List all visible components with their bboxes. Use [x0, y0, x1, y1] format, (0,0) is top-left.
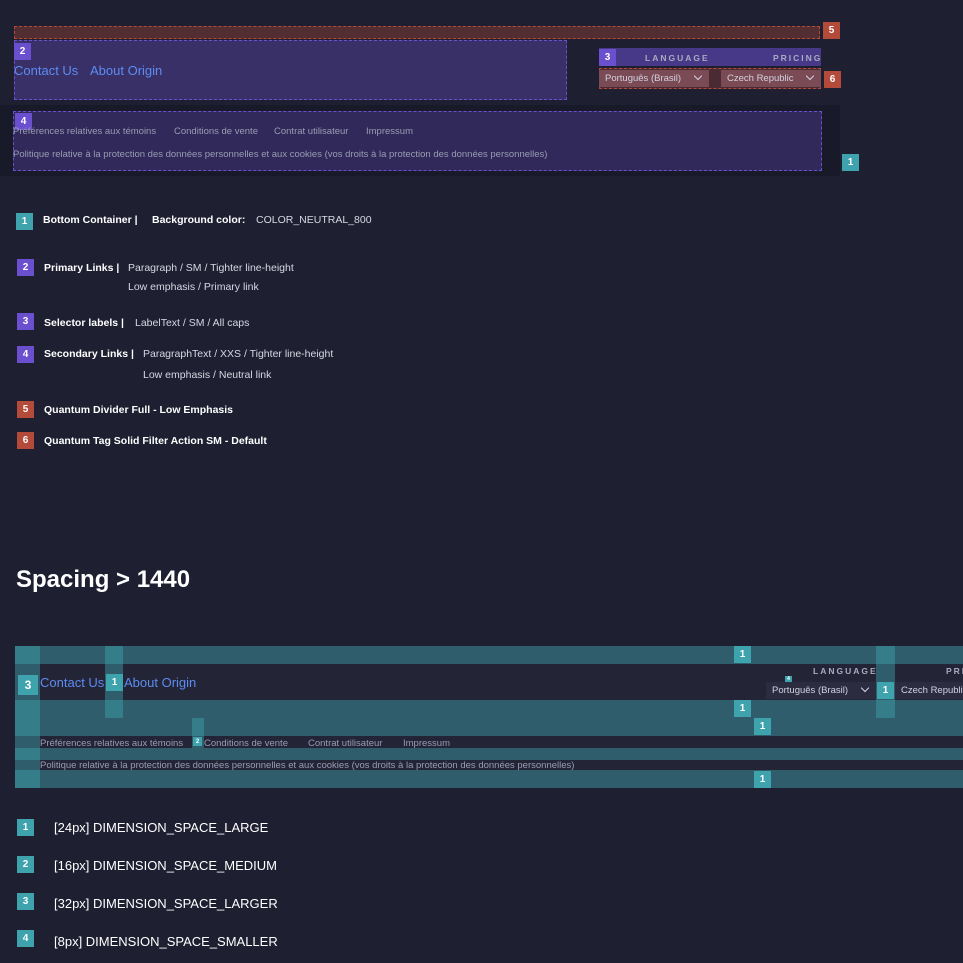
spacing-secondary-link-impressum[interactable]: Impressum	[403, 738, 450, 749]
spacing-legend-badge-1: 1	[17, 819, 34, 836]
chevron-down-icon	[805, 71, 815, 81]
space-marker-1-link: 1	[106, 674, 123, 691]
space-marker-1-bottom: 1	[754, 771, 771, 788]
legend-title-4: Secondary Links |	[44, 348, 134, 360]
spacing-pricing-label: PRI	[946, 666, 963, 676]
legend-text-2b: Low emphasis / Primary link	[128, 281, 259, 293]
spacing-secondary-link-cookies[interactable]: Préférences relatives aux témoins	[40, 738, 184, 749]
secondary-link-impressum[interactable]: Impressum	[366, 126, 413, 137]
pricing-selector[interactable]: Czech Republic	[721, 70, 821, 87]
spacing-language-selector[interactable]: Português (Brasil)	[766, 682, 876, 699]
space-band-mid	[15, 700, 963, 718]
bottom-container	[0, 105, 840, 176]
space-marker-4: 4	[785, 676, 792, 682]
spacing-pricing-selector[interactable]: Czech Republi	[895, 682, 963, 699]
badge-1: 1	[842, 154, 859, 171]
divider-highlight	[14, 26, 820, 39]
primary-links-highlight	[14, 40, 567, 100]
badge-5: 5	[823, 22, 840, 39]
spacing-contact-us-link[interactable]: Contact Us	[40, 675, 105, 690]
spacing-legend-badge-3: 3	[17, 893, 34, 910]
spacing-about-origin-link[interactable]: About Origin	[124, 675, 197, 690]
space-marker-1-sec: 1	[754, 718, 771, 735]
legend-sub-1: Background color:	[152, 214, 246, 226]
legend-text-1: COLOR_NEUTRAL_800	[256, 214, 372, 226]
legend-title-3: Selector labels |	[44, 317, 124, 329]
space-marker-1-top: 1	[734, 646, 751, 663]
pricing-selector-value: Czech Republic	[727, 73, 794, 84]
legend-text-4b: Low emphasis / Neutral link	[143, 369, 272, 381]
language-label: LANGUAGE	[645, 53, 710, 63]
badge-4: 4	[15, 113, 32, 130]
secondary-link-conditions[interactable]: Conditions de vente	[174, 126, 258, 137]
pricing-label: PRICING	[773, 53, 823, 63]
legend-text-3: LabelText / SM / All caps	[135, 317, 250, 329]
space-col-left	[15, 646, 40, 788]
space-band-sec	[15, 718, 963, 736]
spacing-language-value: Português (Brasil)	[772, 685, 849, 696]
space-marker-1-mid: 1	[734, 700, 751, 717]
spacing-legend-text-2: [16px] DIMENSION_SPACE_MEDIUM	[54, 858, 277, 873]
spacing-secondary-link-conditions[interactable]: Conditions de vente	[204, 738, 288, 749]
spacing-legend-badge-2: 2	[17, 856, 34, 873]
legend-text-4: ParagraphText / XXS / Tighter line-heigh…	[143, 348, 334, 360]
legend-badge-3: 3	[17, 313, 34, 330]
legend-text-2: Paragraph / SM / Tighter line-height	[128, 262, 294, 274]
legend-title-5: Quantum Divider Full - Low Emphasis	[44, 404, 234, 416]
spacing-legend-badge-4: 4	[17, 930, 34, 947]
space-band-top	[15, 646, 963, 664]
secondary-link-cookies[interactable]: Préférences relatives aux témoins	[13, 126, 157, 137]
space-band-bottom	[15, 770, 963, 788]
secondary-link-contract[interactable]: Contrat utilisateur	[274, 126, 349, 137]
spacing-heading: Spacing > 1440	[16, 566, 191, 593]
spacing-legend-text-1: [24px] DIMENSION_SPACE_LARGE	[54, 820, 269, 835]
badge-3: 3	[599, 49, 616, 66]
badge-6: 6	[824, 71, 841, 88]
chevron-down-icon	[693, 71, 703, 81]
spacing-privacy-policy-link[interactable]: Politique relative à la protection des d…	[40, 760, 575, 771]
spacing-container	[15, 646, 963, 788]
spacing-language-label: LANGUAGE	[813, 666, 878, 676]
space-marker-2: 2	[193, 737, 202, 746]
space-marker-3: 3	[18, 675, 38, 695]
chevron-down-icon	[860, 683, 870, 693]
privacy-policy-link[interactable]: Politique relative à la protection des d…	[13, 149, 548, 160]
selector-labels-highlight	[599, 48, 821, 66]
spacing-legend-text-3: [32px] DIMENSION_SPACE_LARGER	[54, 896, 278, 911]
space-band-gap	[15, 748, 963, 760]
spacing-pricing-value: Czech Republi	[901, 685, 963, 696]
space-marker-1-selector: 1	[877, 682, 894, 699]
language-selector-value: Português (Brasil)	[605, 73, 682, 84]
contact-us-link[interactable]: Contact Us	[14, 63, 79, 78]
language-selector[interactable]: Português (Brasil)	[599, 70, 709, 87]
legend-badge-1: 1	[16, 213, 33, 230]
legend-badge-2: 2	[17, 259, 34, 276]
badge-2: 2	[14, 43, 31, 60]
legend-badge-5: 5	[17, 401, 34, 418]
legend-title-6: Quantum Tag Solid Filter Action SM - Def…	[44, 435, 267, 447]
spacing-legend-text-4: [8px] DIMENSION_SPACE_SMALLER	[54, 934, 278, 949]
secondary-links-highlight	[13, 111, 822, 171]
legend-badge-4: 4	[17, 346, 34, 363]
legend-title-2: Primary Links |	[44, 262, 120, 274]
legend-title-1: Bottom Container |	[43, 214, 138, 226]
spacing-secondary-link-contract[interactable]: Contrat utilisateur	[308, 738, 383, 749]
about-origin-link[interactable]: About Origin	[90, 63, 163, 78]
legend-badge-6: 6	[17, 432, 34, 449]
